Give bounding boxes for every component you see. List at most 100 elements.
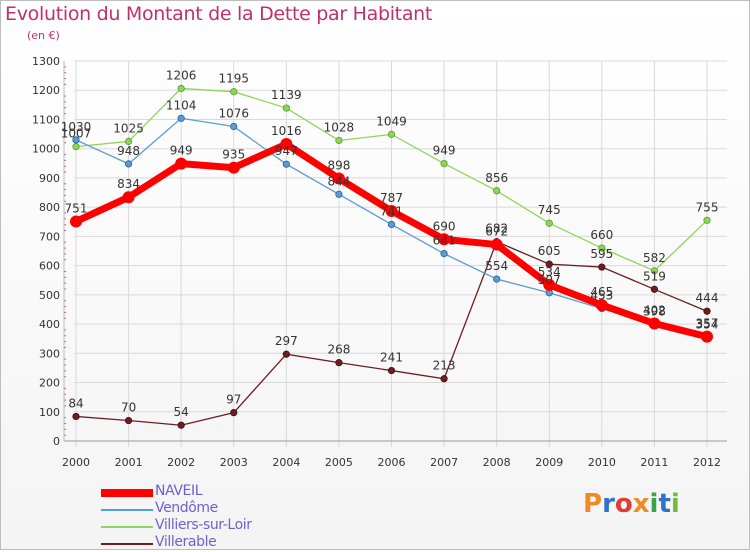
data-label-villerable: 682 [485, 222, 508, 236]
data-label-villiers-sur-loir: 1195 [218, 72, 249, 86]
point-vendome [72, 136, 80, 144]
x-tick-label: 2001 [115, 456, 143, 469]
point-vendome [440, 250, 448, 258]
point-villerable [335, 359, 343, 367]
series-layer [70, 84, 713, 429]
data-label-vendome: 947 [275, 144, 298, 158]
point-villerable [440, 375, 448, 383]
y-tick-label: 1300 [32, 55, 60, 68]
data-label-villiers-sur-loir: 582 [643, 251, 666, 265]
logo-letter: t [658, 489, 671, 519]
point-vendome [335, 190, 343, 198]
logo-letter: i [670, 489, 680, 519]
point-naveil [227, 161, 240, 174]
data-label-villiers-sur-loir: 1025 [113, 121, 144, 135]
point-villerable [387, 366, 396, 375]
point-naveil [332, 172, 345, 185]
data-label-villerable: 268 [327, 343, 350, 357]
data-label-vendome: 453 [590, 289, 613, 303]
data-label-vendome: 554 [485, 259, 508, 273]
point-villiers-sur-loir [650, 267, 659, 275]
point-naveil [701, 330, 713, 343]
point-vendome [282, 160, 290, 168]
data-label-villerable: 297 [275, 334, 298, 348]
data-label-villiers-sur-loir: 949 [433, 144, 456, 158]
data-label-naveil: 1016 [271, 124, 302, 138]
legend-swatch-vendome [101, 509, 153, 511]
data-label-villiers-sur-loir: 745 [538, 203, 561, 217]
x-tick-label: 2005 [325, 456, 353, 469]
point-villiers-sur-loir [387, 130, 396, 138]
point-vendome [387, 220, 396, 228]
data-label-villerable: 70 [121, 401, 136, 415]
data-label-vendome: 844 [327, 174, 350, 188]
x-tick-label: 2007 [430, 456, 458, 469]
data-label-vendome: 1076 [218, 106, 249, 120]
data-label-villiers-sur-loir: 1206 [166, 68, 197, 82]
data-label-villiers-sur-loir: 1028 [324, 121, 355, 135]
x-tick-label: 2008 [483, 456, 511, 469]
data-label-naveil: 751 [65, 201, 88, 215]
x-tick-label: 2002 [167, 456, 195, 469]
data-label-villerable: 84 [68, 396, 83, 410]
data-label-villiers-sur-loir: 1139 [271, 88, 302, 102]
legend-swatch-naveil [101, 489, 153, 497]
data-label-naveil: 834 [117, 177, 140, 191]
point-villerable [124, 416, 133, 425]
y-tick-label: 700 [39, 230, 60, 243]
point-villiers-sur-loir [282, 104, 290, 112]
y-tick-label: 500 [39, 289, 60, 302]
point-villiers-sur-loir [177, 84, 185, 93]
point-villiers-sur-loir [72, 143, 80, 151]
point-naveil [438, 233, 451, 246]
grid-layer [74, 60, 727, 447]
data-label-villerable: 213 [433, 359, 456, 373]
y-tick-label: 400 [39, 318, 60, 331]
data-label-naveil: 898 [327, 159, 350, 173]
point-villerable [650, 285, 659, 293]
legend-label-vendome: Vendôme [155, 500, 218, 516]
data-label-naveil: 357 [696, 317, 719, 331]
point-villerable [545, 260, 553, 268]
y-tick-label: 300 [39, 347, 60, 360]
point-vendome [493, 275, 501, 283]
point-naveil [385, 204, 398, 217]
proxiti-logo: Proxiti [583, 489, 680, 519]
x-tick-label: 2004 [272, 456, 300, 469]
legend-swatch-villiers-sur-loir [101, 526, 153, 528]
point-villiers-sur-loir [335, 136, 343, 145]
point-villerable [282, 350, 290, 358]
data-label-naveil: 534 [538, 265, 561, 279]
point-villerable [72, 412, 80, 421]
logo-letter: P [583, 489, 603, 519]
point-naveil [280, 138, 293, 151]
x-tick-label: 2000 [62, 456, 90, 469]
y-tick-label: 200 [39, 377, 60, 390]
point-villiers-sur-loir [493, 187, 501, 195]
data-label-villerable: 519 [643, 269, 666, 283]
point-villiers-sur-loir [230, 88, 238, 96]
data-label-vendome: 1030 [61, 120, 92, 134]
legend-label-villiers-sur-loir: Villiers-sur-Loir [155, 517, 252, 533]
logo-letter: r [602, 489, 615, 519]
point-villiers-sur-loir [545, 219, 553, 227]
y-tick-label: 800 [39, 201, 60, 214]
data-label-villiers-sur-loir: 1007 [61, 127, 92, 141]
point-villerable [703, 307, 711, 315]
data-label-villerable: 241 [380, 351, 403, 365]
legend-label-villerable: Villerable [155, 534, 217, 550]
legend-swatch-villerable [101, 543, 153, 545]
data-label-naveil: 465 [590, 285, 613, 299]
data-label-villerable: 605 [538, 244, 561, 258]
data-label-villerable: 97 [226, 393, 241, 407]
y-tick-label: 0 [53, 435, 60, 448]
point-vendome [177, 114, 185, 122]
point-vendome [230, 122, 238, 131]
point-naveil [543, 278, 556, 291]
data-label-villerable: 595 [590, 247, 613, 261]
y-tick-label: 1200 [32, 84, 60, 97]
point-naveil [595, 299, 608, 312]
